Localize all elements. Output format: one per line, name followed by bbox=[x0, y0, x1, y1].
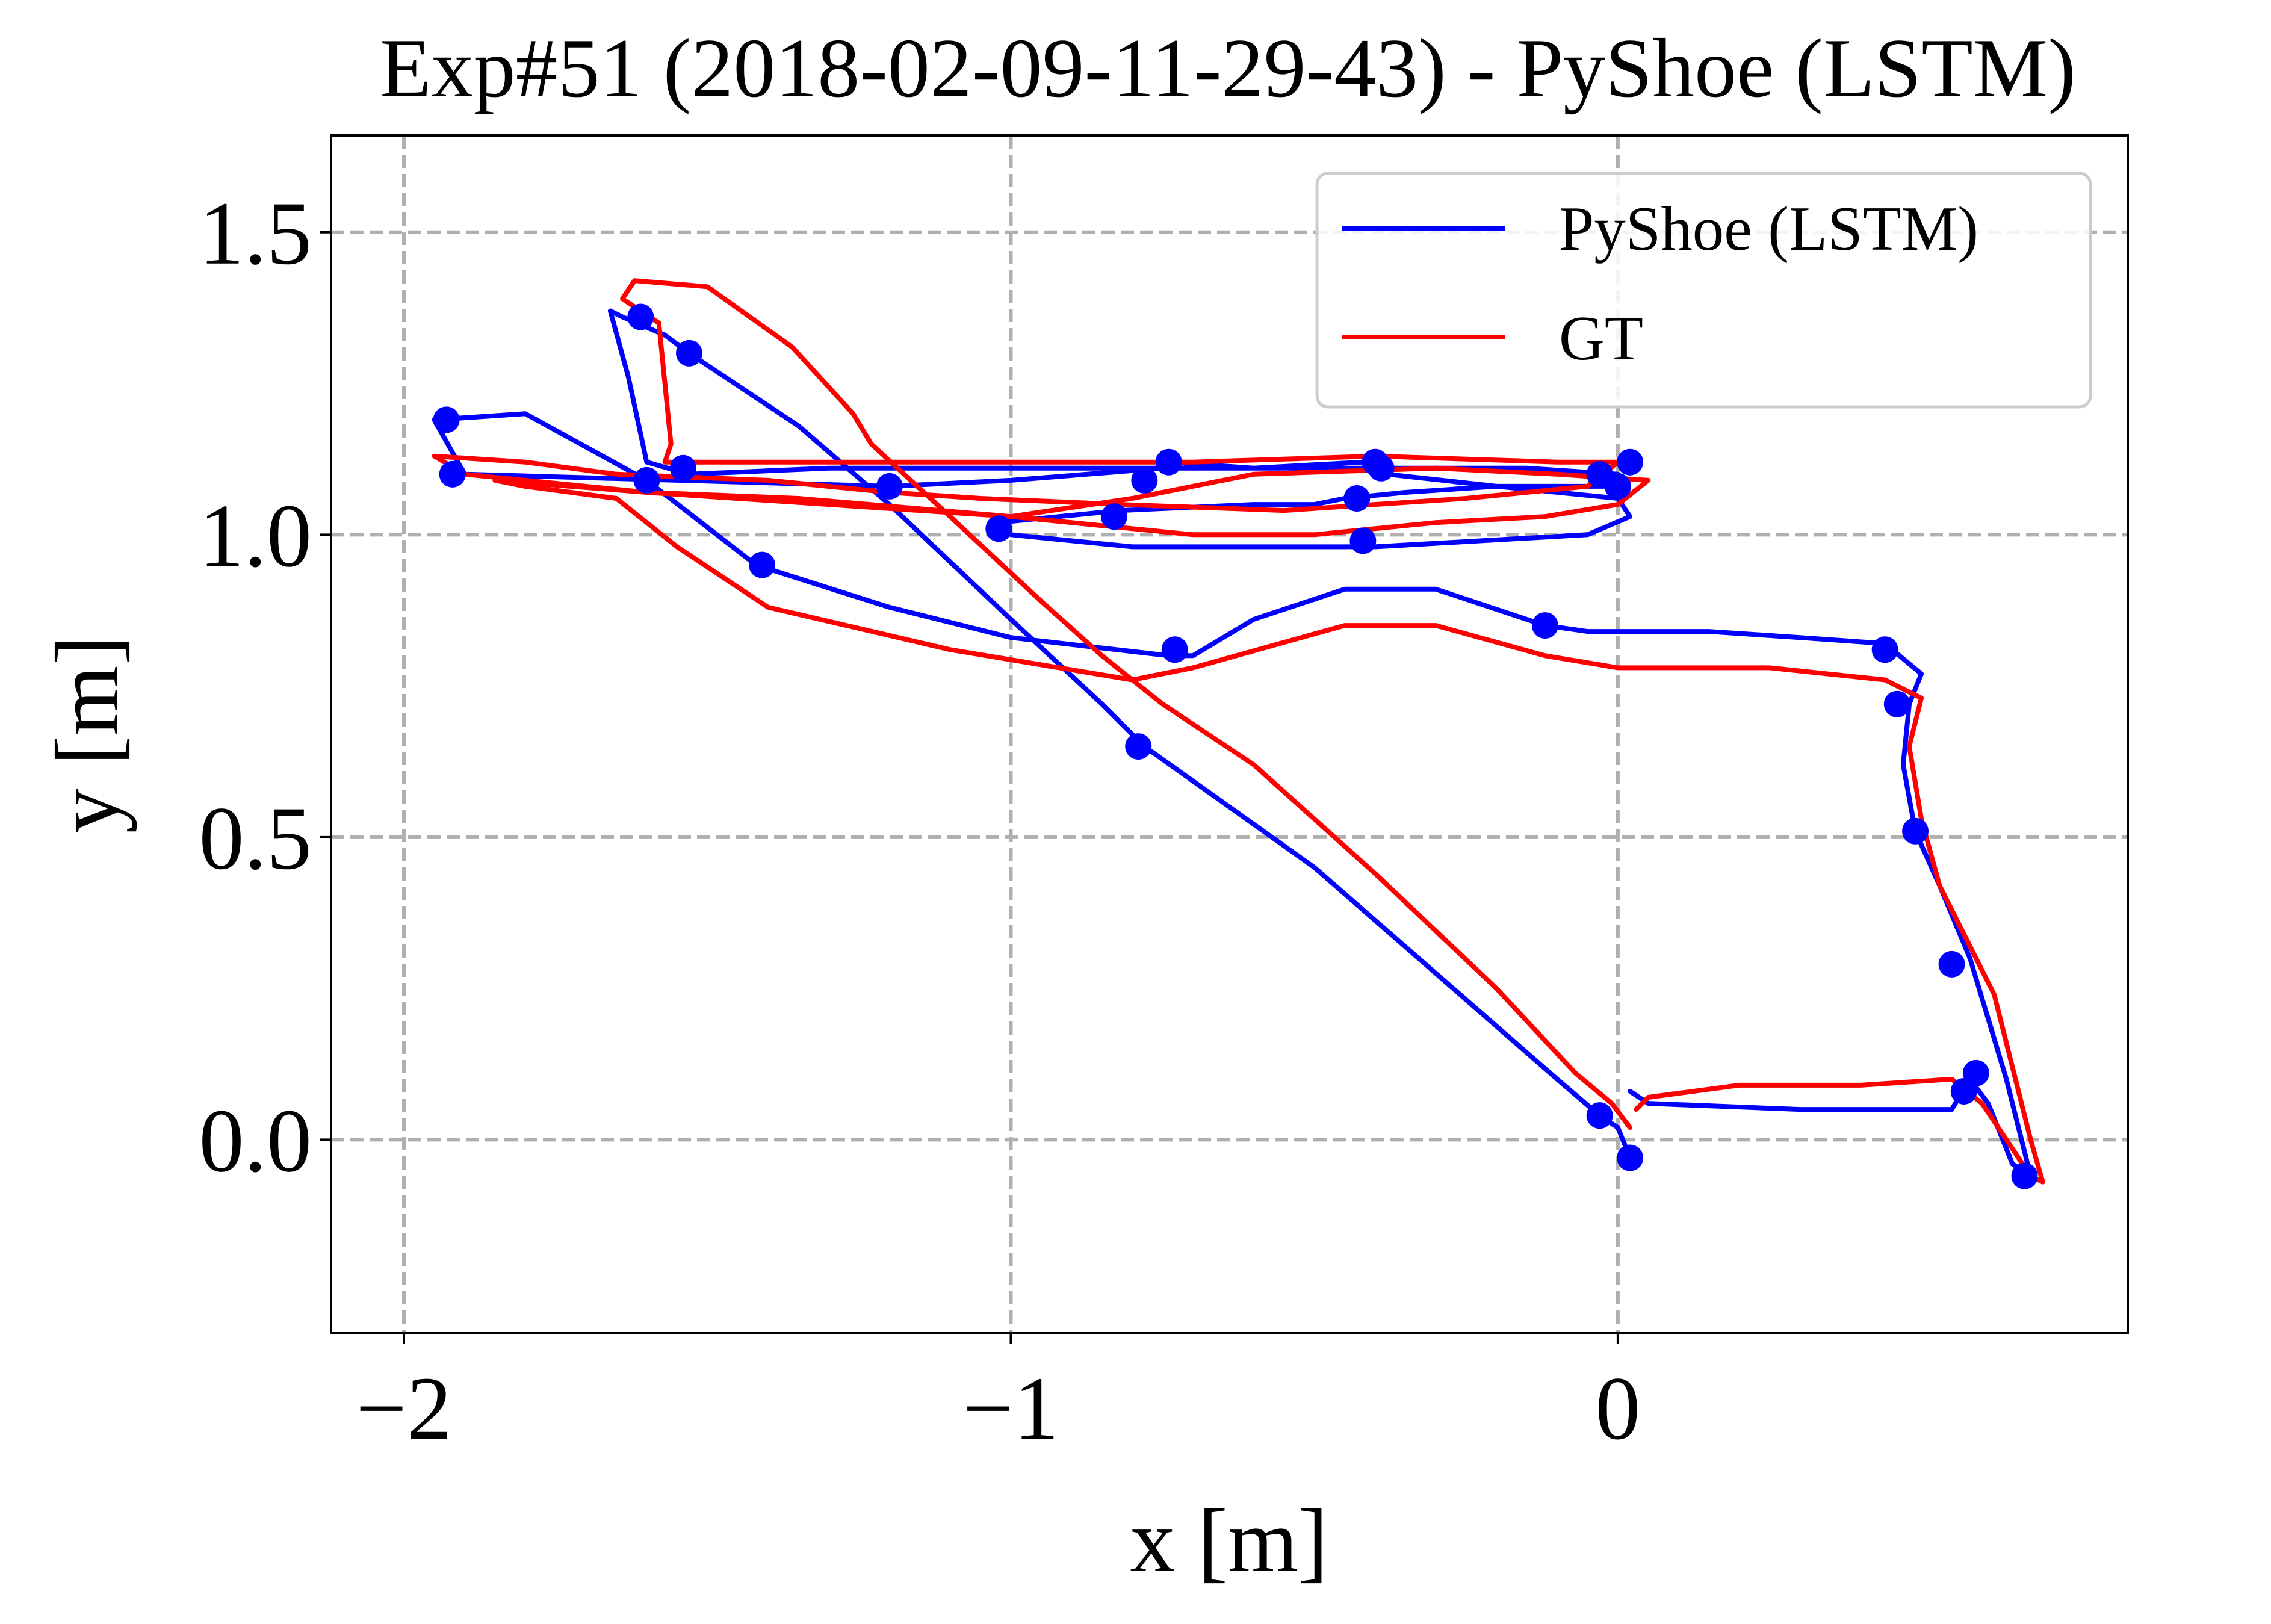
step-marker bbox=[1125, 733, 1152, 760]
axis-ticks: −2 −1 0 0.0 0.5 1.0 1.5 bbox=[199, 184, 1641, 1458]
step-marker bbox=[1155, 448, 1182, 476]
step-marker bbox=[439, 460, 466, 488]
step-marker bbox=[633, 466, 660, 494]
y-tick-label: 0.0 bbox=[199, 1091, 312, 1191]
x-axis-label: x [m] bbox=[1130, 1491, 1328, 1591]
legend-label-pyshoe: PyShoe (LSTM) bbox=[1559, 193, 1978, 264]
y-tick-label: 1.5 bbox=[199, 184, 312, 284]
step-marker bbox=[1604, 473, 1631, 500]
plot-area-frame bbox=[330, 134, 2129, 1334]
x-tick-label: −1 bbox=[963, 1359, 1059, 1458]
step-marker bbox=[1938, 950, 1965, 978]
step-marker bbox=[1902, 817, 1929, 845]
step-marker bbox=[1950, 1077, 1977, 1105]
step-marker bbox=[1100, 503, 1127, 530]
series-line-gt bbox=[432, 278, 2045, 1185]
legend-box bbox=[1315, 172, 2092, 409]
step-marker bbox=[1343, 485, 1371, 512]
step-marker bbox=[1362, 448, 1389, 476]
step-marker bbox=[669, 454, 696, 482]
step-marker bbox=[1531, 612, 1558, 639]
series-line-pyshoe bbox=[432, 308, 2033, 1179]
step-marker bbox=[1617, 1144, 1644, 1171]
step-marker bbox=[1586, 1102, 1613, 1129]
step-marker bbox=[1883, 690, 1910, 717]
step-marker bbox=[1131, 466, 1158, 494]
step-marker bbox=[627, 303, 654, 330]
chart-title: Exp#51 (2018-02-09-11-29-43) - PyShoe (L… bbox=[380, 22, 2076, 115]
step-marker bbox=[1617, 448, 1644, 476]
step-marker bbox=[1349, 527, 1377, 554]
step-marker bbox=[1871, 636, 1898, 663]
step-marker bbox=[985, 515, 1012, 542]
x-tick-label: −2 bbox=[356, 1359, 452, 1458]
step-marker bbox=[433, 406, 460, 433]
step-marker bbox=[1161, 636, 1188, 663]
step-markers bbox=[433, 303, 2038, 1189]
step-marker bbox=[2011, 1162, 2038, 1189]
step-marker bbox=[876, 473, 903, 500]
step-marker bbox=[675, 339, 702, 367]
y-tick-label: 1.0 bbox=[199, 486, 312, 586]
legend-label-gt: GT bbox=[1559, 303, 1643, 373]
plot-series bbox=[432, 278, 2045, 1185]
y-tick-label: 0.5 bbox=[199, 789, 312, 888]
step-marker bbox=[748, 551, 775, 578]
legend: PyShoe (LSTM) GT bbox=[1315, 172, 2092, 409]
y-axis-label: y [m] bbox=[37, 635, 137, 833]
x-tick-label: 0 bbox=[1595, 1359, 1640, 1458]
